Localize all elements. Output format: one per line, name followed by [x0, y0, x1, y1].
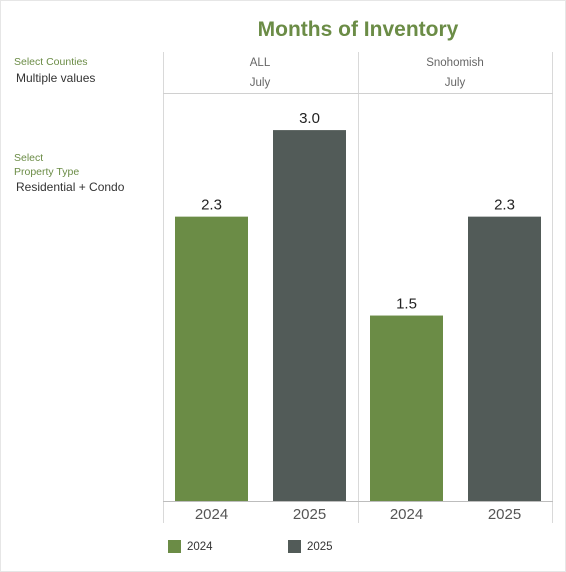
legend-label-2025: 2025 — [307, 540, 333, 553]
x-tick-all-2024: 2024 — [194, 506, 229, 523]
x-tick-snohomish-2024: 2024 — [389, 506, 424, 523]
x-tick-snohomish-2025: 2025 — [487, 506, 522, 523]
property-type-filter-value[interactable]: Residential + Condo — [16, 180, 125, 194]
property-type-filter-label-1: Select — [14, 152, 44, 164]
x-tick-all-2025: 2025 — [292, 506, 327, 523]
legend-item-2024[interactable]: 2024 — [168, 540, 213, 553]
legend-swatch-2025 — [288, 540, 301, 553]
panel-county-all: ALL — [249, 57, 271, 69]
property-type-filter-label-2: Property Type — [14, 166, 80, 178]
bar-all-2024[interactable] — [175, 216, 248, 502]
legend-swatch-2024 — [168, 540, 181, 553]
data-label-all-2025: 3.0 — [299, 110, 320, 127]
chart-title: Months of Inventory — [257, 18, 459, 41]
panel-county-snohomish: Snohomish — [426, 57, 484, 69]
legend-label-2024: 2024 — [187, 540, 213, 553]
counties-filter-label: Select Counties — [14, 56, 88, 68]
panel-dividers — [163, 52, 553, 523]
data-label-all-2024: 2.3 — [201, 197, 222, 214]
bar-snohomish-2024[interactable] — [370, 315, 443, 501]
counties-filter-value[interactable]: Multiple values — [16, 71, 96, 85]
bar-snohomish-2025[interactable] — [468, 216, 541, 502]
bar-all-2025[interactable] — [273, 130, 346, 501]
legend-item-2025[interactable]: 2025 — [288, 540, 333, 553]
panel-month-all: July — [249, 77, 271, 89]
data-label-snohomish-2025: 2.3 — [494, 197, 515, 214]
panel-month-snohomish: July — [444, 77, 466, 89]
data-label-snohomish-2024: 1.5 — [396, 296, 417, 313]
